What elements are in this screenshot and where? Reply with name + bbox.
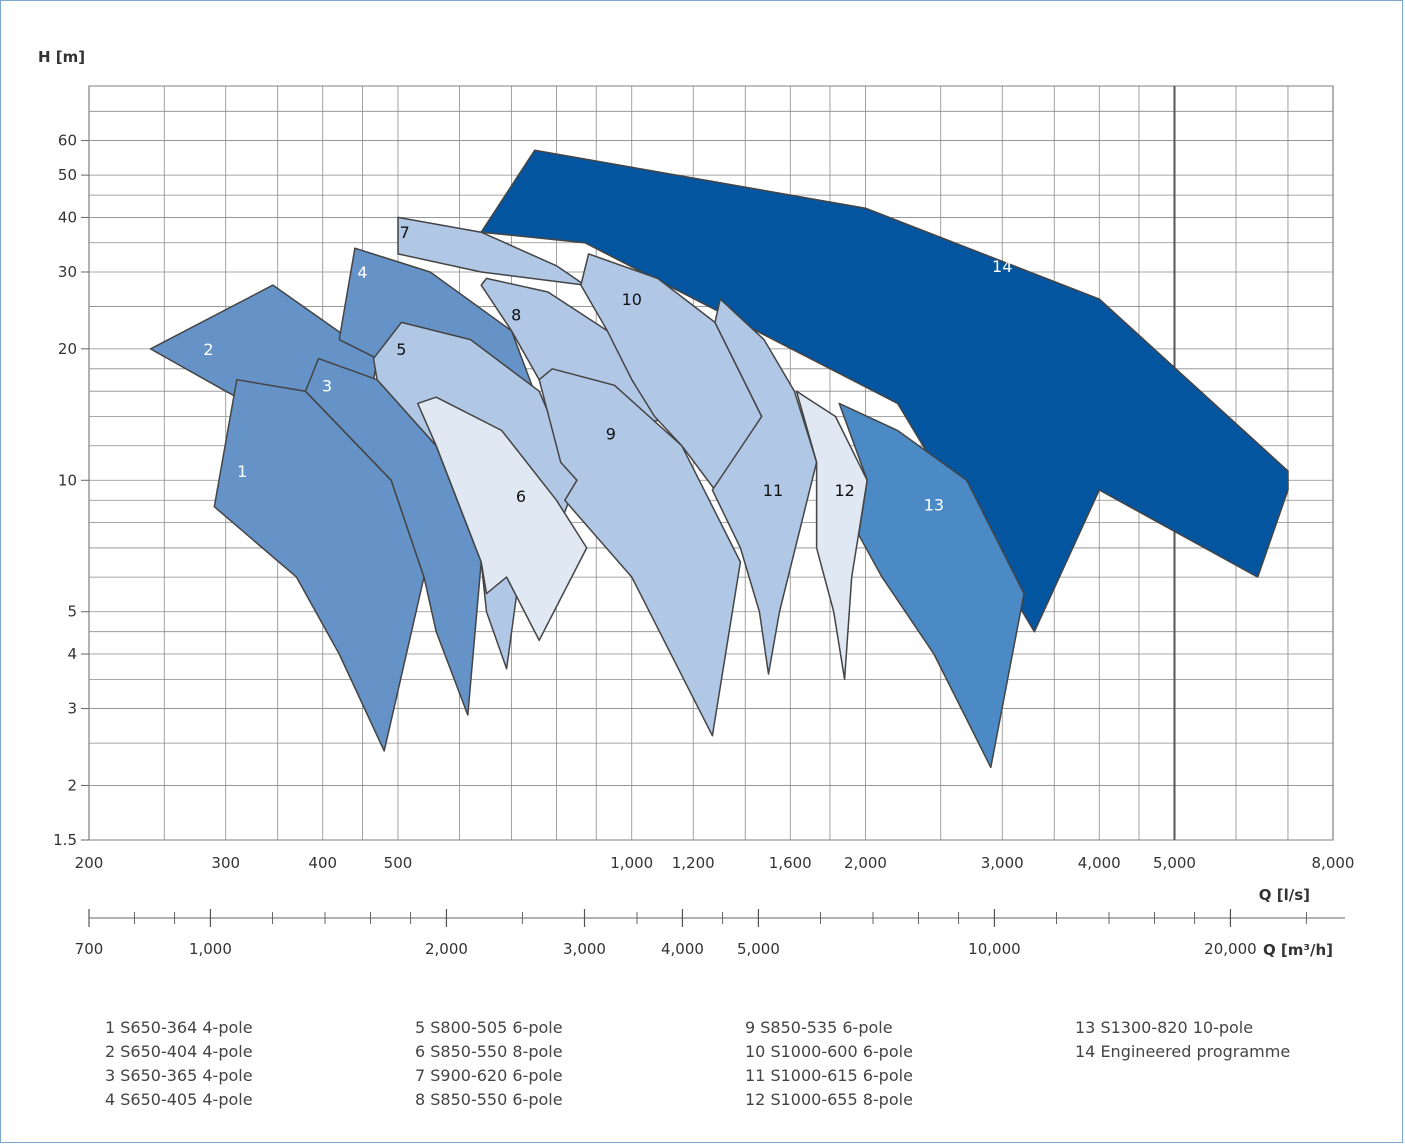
legend-entry: 2 S650-404 4-pole <box>105 1042 253 1061</box>
secondary-tick-label: 10,000 <box>968 940 1021 958</box>
pump-region-label: 6 <box>516 487 526 506</box>
legend-entry: 1 S650-364 4-pole <box>105 1018 253 1037</box>
pump-region-label: 8 <box>511 305 521 324</box>
pump-region-14 <box>480 149 1289 633</box>
pump-region-label: 7 <box>400 223 410 242</box>
legend-entry: 4 S650-405 4-pole <box>105 1090 253 1109</box>
x-tick-label: 1,200 <box>672 854 715 872</box>
secondary-tick-label: 5,000 <box>737 940 780 958</box>
secondary-tick-label: 2,000 <box>425 940 468 958</box>
x-tick-label: 400 <box>308 854 337 872</box>
x-tick-label: 300 <box>211 854 240 872</box>
y-tick-label: 10 <box>58 471 77 489</box>
x-tick-label: 1,000 <box>610 854 653 872</box>
legend-entry: 14 Engineered programme <box>1075 1042 1290 1061</box>
legend: 1 S650-364 4-pole 2 S650-404 4-pole 3 S650… <box>105 1018 1290 1109</box>
y-tick-label: 4 <box>67 645 77 663</box>
secondary-tick-label: 1,000 <box>189 940 232 958</box>
y-tick-label: 1.5 <box>53 831 77 849</box>
pump-region-label: 10 <box>622 290 642 309</box>
pump-region-label: 3 <box>322 376 332 395</box>
secondary-tick-label: 700 <box>75 940 104 958</box>
x-tick-label: 500 <box>384 854 413 872</box>
x-tick-label: 2,000 <box>844 854 887 872</box>
pump-region-13 <box>838 402 1025 769</box>
legend-entry: 10 S1000-600 6-pole <box>745 1042 913 1061</box>
legend-entry: 9 S850-535 6-pole <box>745 1018 893 1037</box>
pump-region-9 <box>538 368 742 737</box>
legend-entry: 7 S900-620 6-pole <box>415 1066 563 1085</box>
pump-region-label: 1 <box>237 462 247 481</box>
pump-region-label: 13 <box>924 496 944 515</box>
y-tick-label: 2 <box>67 776 77 794</box>
x-tick-label: 4,000 <box>1078 854 1121 872</box>
x-tick-label: 5,000 <box>1153 854 1196 872</box>
y-tick-label: 60 <box>58 132 77 150</box>
y-tick-label: 30 <box>58 263 77 281</box>
pump-region-label: 4 <box>357 263 367 282</box>
legend-entry: 8 S850-550 6-pole <box>415 1090 563 1109</box>
x-tick-label: 200 <box>75 854 104 872</box>
pump-region-label: 12 <box>834 481 854 500</box>
x-tick-label: 1,600 <box>769 854 812 872</box>
pump-region-label: 11 <box>763 481 783 500</box>
legend-entry: 3 S650-365 4-pole <box>105 1066 253 1085</box>
legend-entry: 11 S1000-615 6-pole <box>745 1066 913 1085</box>
y-tick-label: 40 <box>58 208 77 226</box>
legend-entry: 13 S1300-820 10-pole <box>1075 1018 1253 1037</box>
pump-region-11 <box>711 298 818 675</box>
y-tick-label: 5 <box>67 603 77 621</box>
pump-region-label: 2 <box>203 340 213 359</box>
legend-entry: 12 S1000-655 8-pole <box>745 1090 913 1109</box>
axes: H [m] Q [l/s] Q [m³/h] 1.5 2 3 4 5 10 20 30 40 50… <box>38 48 1354 959</box>
secondary-tick-label: 3,000 <box>563 940 606 958</box>
pump-region-label: 9 <box>606 424 616 443</box>
legend-entry: 5 S800-505 6-pole <box>415 1018 563 1037</box>
x-tick-label: 8,000 <box>1312 854 1355 872</box>
pump-region-10 <box>580 253 763 491</box>
secondary-tick-label: 4,000 <box>661 940 704 958</box>
y-tick-label: 20 <box>58 340 77 358</box>
pump-region-label: 14 <box>992 257 1012 276</box>
x-axis-title: Q [l/s] <box>1259 886 1310 904</box>
y-axis-title: H [m] <box>38 48 85 66</box>
pump-region-6 <box>416 396 588 642</box>
y-tick-label: 3 <box>67 700 77 718</box>
y-tick-label: 50 <box>58 166 77 184</box>
x-tick-label: 3,000 <box>981 854 1024 872</box>
secondary-tick-label: 20,000 <box>1204 940 1257 958</box>
secondary-x-axis-title: Q [m³/h] <box>1263 941 1333 959</box>
pump-region-12 <box>795 390 868 681</box>
legend-entry: 6 S850-550 8-pole <box>415 1042 563 1061</box>
pump-region-label: 5 <box>396 340 406 359</box>
